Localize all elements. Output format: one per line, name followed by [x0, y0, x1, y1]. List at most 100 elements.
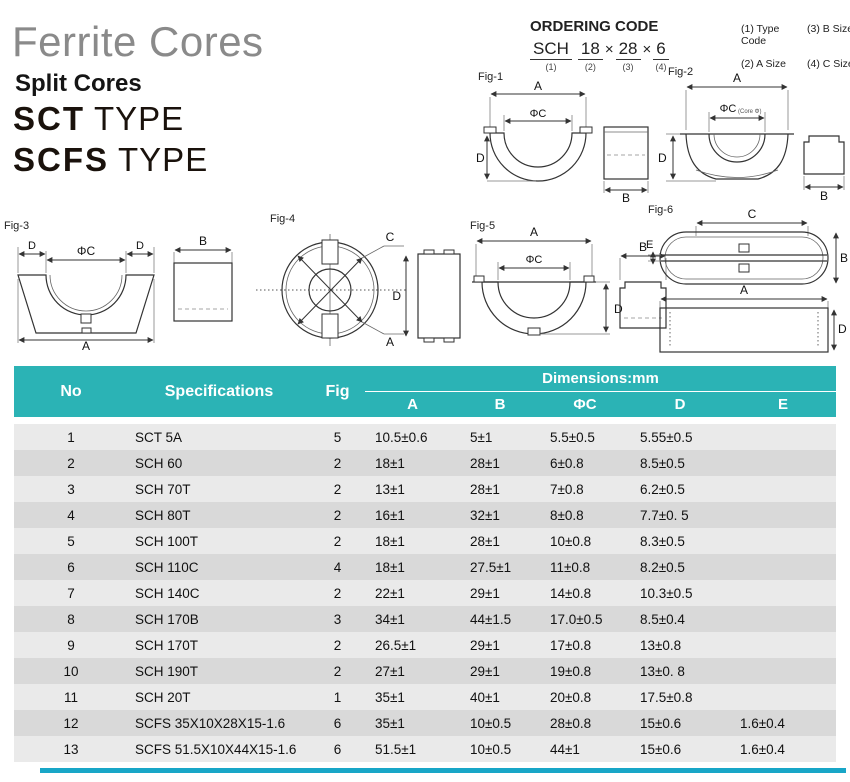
- table-row: 8 SCH 170B 3 34±1 44±1.5 17.0±0.5 8.5±0.…: [14, 606, 836, 632]
- page-subtitle: Split Cores: [15, 70, 142, 97]
- figure-6-drawing: Fig-6 C E B A D: [646, 204, 848, 353]
- cell-b: 10±0.5: [470, 715, 512, 731]
- dimensions-table: No Specifications Fig Dimensions:mm A B …: [14, 366, 836, 762]
- fig2-dim-a-label: A: [733, 71, 741, 85]
- cell-c: 20±0.8: [550, 689, 592, 705]
- cell-fig: 6: [333, 715, 342, 731]
- type-sct-word: TYPE: [94, 100, 185, 137]
- cell-d: 15±0.6: [640, 715, 682, 731]
- cell-c: 7±0.8: [550, 481, 584, 497]
- cell-spec: SCH 170B: [135, 611, 199, 627]
- cell-no: 1: [67, 429, 75, 445]
- cell-a: 10.5±0.6: [375, 429, 428, 445]
- ordering-code-example: SCH (1) 18 (2) × 28 (3) × 6 (4): [530, 39, 740, 72]
- core-side-outline: [803, 135, 845, 175]
- cell-no: 10: [63, 663, 79, 679]
- fig5-dim-b-label: B: [639, 240, 647, 254]
- table-row: 11 SCH 20T 1 35±1 40±1 20±0.8 17.5±0.8: [14, 684, 836, 710]
- table-row: 7 SCH 140C 2 22±1 29±1 14±0.8 10.3±0.5: [14, 580, 836, 606]
- cell-c: 14±0.8: [550, 585, 592, 601]
- fig2-dim-c-label: ΦC: [720, 103, 737, 115]
- cell-d: 8.2±0.5: [640, 559, 685, 575]
- fig1-dim-a-label: A: [534, 79, 542, 93]
- cell-c: 17.0±0.5: [550, 611, 603, 627]
- cell-spec: SCH 80T: [135, 507, 191, 523]
- fig3-dim-d-left-label: D: [28, 240, 36, 252]
- table-header: No Specifications Fig Dimensions:mm A B …: [14, 366, 836, 417]
- cell-fig: 5: [333, 429, 342, 445]
- ordering-code-legend: (1) Type Code (3) B Size (2) A Size (4) …: [741, 23, 850, 70]
- ordering-part-a: 18 (2): [577, 39, 603, 73]
- cell-no: 13: [63, 741, 79, 757]
- header-col-c: ΦC: [573, 396, 597, 413]
- cell-a: 16±1: [375, 507, 405, 523]
- core-front-outline: [17, 274, 155, 334]
- fig3-dim-c-label: ΦC: [77, 244, 96, 258]
- core-front-outline: [685, 133, 789, 180]
- cell-e: 1.6±0.4: [740, 715, 785, 731]
- cell-no: 6: [67, 559, 75, 575]
- fig5-dim-c-label: ΦC: [526, 254, 543, 266]
- table-row: 3 SCH 70T 2 13±1 28±1 7±0.8 6.2±0.5: [14, 476, 836, 502]
- fig6-dim-b-label: B: [840, 251, 848, 265]
- table-row: 6 SCH 110C 4 18±1 27.5±1 11±0.8 8.2±0.5: [14, 554, 836, 580]
- fig6-dim-c-label: C: [748, 207, 757, 221]
- cell-d: 8.3±0.5: [640, 533, 685, 549]
- cell-d: 8.5±0.4: [640, 611, 685, 627]
- fig2-dim-b-label: B: [820, 189, 828, 203]
- cell-b: 29±1: [470, 585, 500, 601]
- ordering-part-num: (2): [584, 62, 596, 73]
- cell-d: 13±0. 8: [640, 663, 685, 679]
- cell-a: 35±1: [375, 715, 405, 731]
- fig6-dim-d-label: D: [838, 322, 847, 336]
- cell-spec: SCH 20T: [135, 689, 191, 705]
- cell-a: 34±1: [375, 611, 405, 627]
- cell-fig: 2: [333, 481, 342, 497]
- header-col-d: D: [674, 396, 686, 413]
- core-side-outline: [417, 253, 461, 339]
- figure-2-drawing: Fig-2 A ΦC (Core Φ) D B: [658, 66, 845, 203]
- figure-5-drawing: Fig-5 A ΦC D B: [470, 220, 667, 336]
- cell-fig: 2: [333, 585, 342, 601]
- ordering-part-num: (4): [655, 62, 667, 73]
- cell-d: 13±0.8: [640, 637, 682, 653]
- ordering-code-block: ORDERING CODE SCH (1) 18 (2) × 28 (3) × …: [530, 18, 740, 72]
- cell-no: 2: [67, 455, 75, 471]
- header-dimension-columns: A B ΦC D E: [365, 392, 836, 417]
- type-scfs-word: TYPE: [118, 141, 209, 178]
- cell-spec: SCH 100T: [135, 533, 199, 549]
- table-row: 9 SCH 170T 2 26.5±1 29±1 17±0.8 13±0.8: [14, 632, 836, 658]
- cell-a: 22±1: [375, 585, 405, 601]
- header-no: No: [60, 382, 82, 400]
- cell-d: 7.7±0. 5: [640, 507, 689, 523]
- core-side-outline: [603, 126, 649, 180]
- fig2-dim-d-label: D: [658, 151, 667, 165]
- fig2-dim-c-note: (Core Φ): [738, 109, 761, 115]
- cell-a: 26.5±1: [375, 637, 417, 653]
- legend-item: (2) A Size: [741, 58, 786, 70]
- table-row: 13 SCFS 51.5X10X44X15-1.6 6 51.5±1 10±0.…: [14, 736, 836, 762]
- ordering-part-text: SCH: [530, 39, 572, 61]
- fig1-dim-b-label: B: [622, 191, 630, 205]
- cell-d: 10.3±0.5: [640, 585, 693, 601]
- cell-d: 17.5±0.8: [640, 689, 693, 705]
- cell-fig: 2: [333, 455, 342, 471]
- ordering-part-c: 6 (4): [653, 39, 669, 73]
- header-col-b: B: [494, 396, 506, 413]
- cell-b: 32±1: [470, 507, 500, 523]
- header-dimensions-group: Dimensions:mm A B ΦC D E: [365, 366, 836, 417]
- figure-3-drawing: Fig-3 D D ΦC A B: [4, 220, 233, 353]
- cell-fig: 6: [333, 741, 342, 757]
- cell-b: 27.5±1: [470, 559, 512, 575]
- fig5-dim-a-label: A: [530, 225, 538, 239]
- cell-fig: 2: [333, 507, 342, 523]
- cell-spec: SCH 60: [135, 455, 183, 471]
- header-col-e: E: [777, 396, 788, 413]
- core-bottom-outline: [659, 307, 829, 353]
- cell-spec: SCH 70T: [135, 481, 191, 497]
- ordering-part-num: (1): [545, 62, 557, 73]
- cell-no: 9: [67, 637, 75, 653]
- cell-b: 29±1: [470, 663, 500, 679]
- header-specifications: Specifications: [164, 382, 274, 400]
